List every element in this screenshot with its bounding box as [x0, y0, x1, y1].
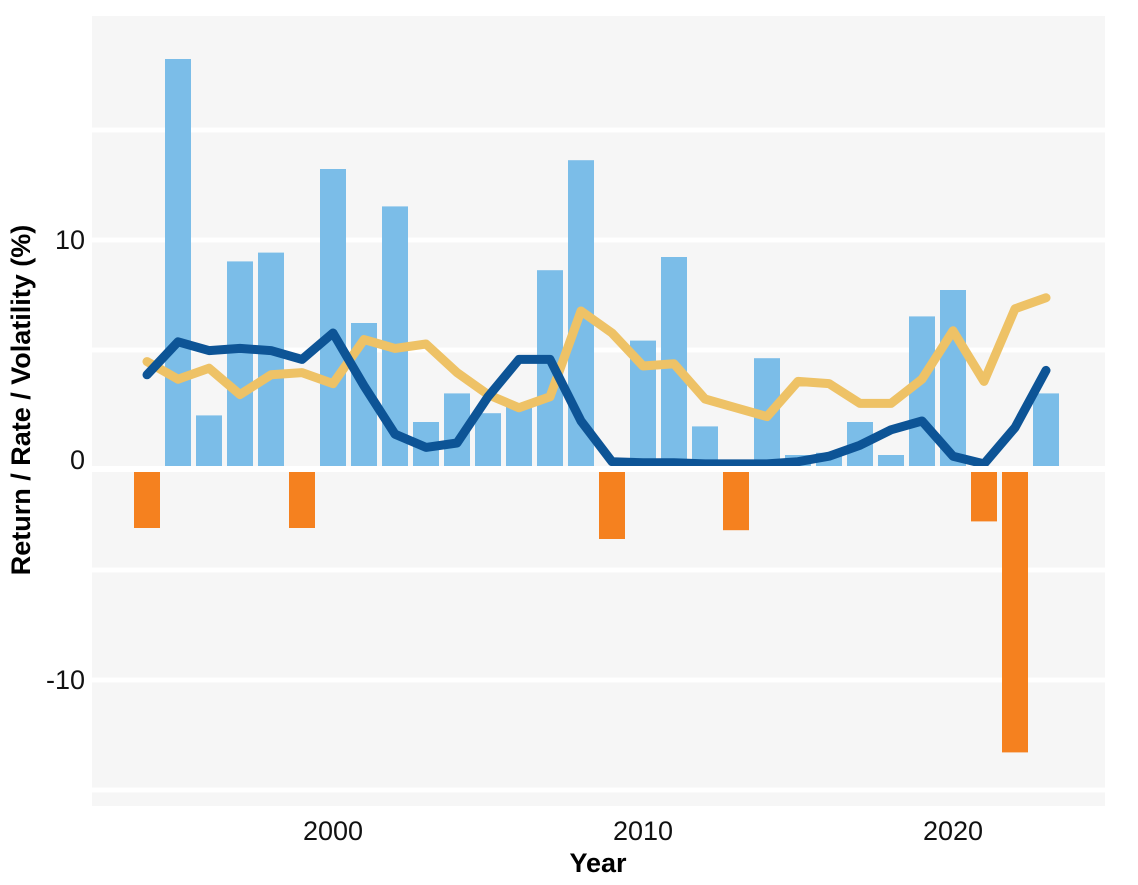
- y-axis-title: Return / Rate / Volatility (%): [6, 225, 36, 576]
- return-bar-positive: [320, 169, 346, 466]
- return-bar-positive: [878, 455, 904, 466]
- return-bar-positive: [940, 290, 966, 466]
- y-tick-label: 10: [55, 225, 85, 255]
- rate-line: [142, 328, 1051, 469]
- return-bar-positive: [506, 406, 532, 466]
- volatility-line: [142, 293, 1051, 422]
- x-tick-label: 2000: [303, 816, 363, 846]
- x-axis-tick-labels: 2000 2010 2020: [303, 816, 983, 846]
- return-bar-negative: [289, 472, 315, 528]
- return-bar-negative: [723, 472, 749, 531]
- return-bar-positive: [196, 415, 222, 466]
- return-bar-negative: [971, 472, 997, 522]
- y-axis-tick-labels: 10 0 -10: [46, 225, 85, 695]
- x-tick-label: 2010: [613, 816, 673, 846]
- x-axis-title: Year: [569, 848, 627, 878]
- y-tick-label: 0: [70, 445, 85, 475]
- return-bar-negative: [134, 472, 160, 528]
- return-bar-positive: [475, 413, 501, 466]
- return-bar-negative: [599, 472, 625, 539]
- y-tick-label: -10: [46, 665, 85, 695]
- return-bar-positive: [1033, 393, 1059, 466]
- lines-layer: [142, 293, 1051, 469]
- return-bar-negative: [1002, 472, 1028, 753]
- x-tick-label: 2020: [923, 816, 983, 846]
- return-bar-positive: [258, 252, 284, 466]
- return-bar-positive: [165, 59, 191, 466]
- return-bar-positive: [227, 261, 253, 466]
